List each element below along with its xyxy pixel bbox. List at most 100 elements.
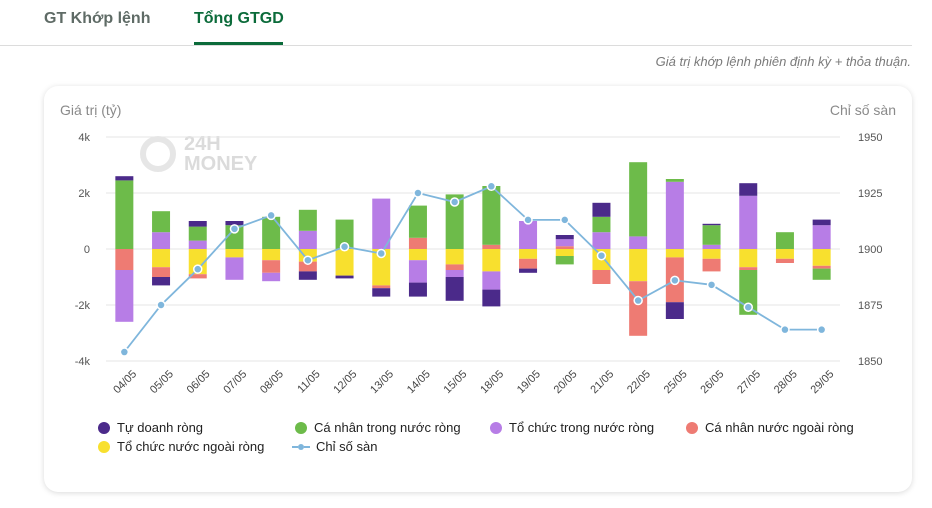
bar-to-chuc-trong-nuoc — [812, 225, 831, 249]
bar-ca-nhan-nuoc-ngoai — [519, 258, 538, 269]
bar-to-chuc-nuoc-ngoai — [665, 249, 684, 258]
bar-ca-nhan-nuoc-ngoai — [555, 246, 574, 249]
bar-to-chuc-trong-nuoc — [592, 232, 611, 249]
bar-ca-nhan-nuoc-ngoai — [408, 237, 427, 249]
bar-ca-nhan-trong-nuoc — [629, 162, 648, 237]
bar-to-chuc-trong-nuoc — [152, 232, 171, 249]
legend-label-chi-so-san: Chỉ số sàn — [316, 439, 378, 454]
bar-to-chuc-trong-nuoc — [519, 221, 538, 249]
combo-chart: 4k 2k 0 -2k -4k 1950 1925 1900 1875 1850 04/05 05/0… — [75, 132, 883, 396]
bar-tu-doanh — [445, 277, 464, 301]
bar-to-chuc-nuoc-ngoai — [519, 249, 538, 259]
bar-to-chuc-nuoc-ngoai — [482, 249, 501, 272]
legend-label-to-chuc-trong-nuoc: Tổ chức trong nước ròng — [509, 420, 655, 435]
index-point — [670, 275, 680, 286]
y-tick-right: 1950 — [858, 132, 882, 144]
bar-ca-nhan-nuoc-ngoai — [298, 261, 317, 272]
index-point — [633, 295, 643, 306]
index-point — [596, 250, 607, 261]
x-tick-label: 20/05 — [552, 368, 580, 396]
index-point — [303, 255, 313, 265]
bar-tu-doanh — [555, 235, 574, 240]
bar-ca-nhan-trong-nuoc — [152, 211, 171, 233]
x-tick-label: 07/05 — [221, 368, 249, 396]
bar-ca-nhan-trong-nuoc — [555, 256, 574, 265]
bar-to-chuc-trong-nuoc — [629, 236, 648, 249]
bar-ca-nhan-trong-nuoc — [775, 232, 794, 249]
bar-tu-doanh — [298, 271, 317, 280]
index-point — [560, 215, 570, 225]
legend-item-chi-so-san[interactable]: Chỉ số sàn — [292, 439, 377, 454]
bar-to-chuc-trong-nuoc — [298, 230, 317, 249]
bar-to-chuc-trong-nuoc — [408, 260, 427, 283]
bar-ca-nhan-trong-nuoc — [408, 205, 427, 238]
bar-tu-doanh — [188, 221, 207, 227]
bar-tu-doanh — [335, 275, 354, 279]
bar-ca-nhan-nuoc-ngoai — [739, 267, 758, 270]
legend-item-to-chuc-trong-nuoc[interactable]: Tổ chức trong nước ròng — [490, 420, 654, 435]
legend-label-ca-nhan-nuoc-ngoai: Cá nhân nước ngoài ròng — [705, 420, 854, 435]
bar-to-chuc-trong-nuoc — [555, 239, 574, 247]
bar-tu-doanh — [812, 219, 831, 226]
x-tick-label: 15/05 — [442, 368, 470, 396]
x-tick-label: 21/05 — [588, 368, 616, 396]
index-line — [123, 185, 822, 353]
bar-to-chuc-nuoc-ngoai — [372, 249, 391, 286]
bar-tu-doanh — [408, 282, 427, 297]
y-axis-left-title: Giá trị (tỷ) — [60, 102, 122, 118]
y-tick-right: 1875 — [858, 300, 882, 312]
bar-ca-nhan-trong-nuoc — [262, 216, 281, 249]
legend-swatch-to-chuc-nuoc-ngoai — [98, 440, 110, 453]
legend-item-tu-doanh[interactable]: Tự doanh ròng — [98, 420, 203, 435]
index-point — [193, 264, 203, 274]
chart-note: Giá trị khớp lệnh phiên định kỳ + thỏa t… — [655, 54, 911, 69]
watermark-icon — [140, 136, 176, 172]
bar-to-chuc-nuoc-ngoai — [739, 249, 758, 268]
legend-item-to-chuc-nuoc-ngoai[interactable]: Tổ chức nước ngoài ròng — [98, 439, 264, 454]
index-point — [266, 210, 276, 221]
bar-ca-nhan-trong-nuoc — [298, 209, 317, 231]
legend-label-to-chuc-nuoc-ngoai: Tổ chức nước ngoài ròng — [117, 439, 265, 454]
tab-bar: GT Khớp lệnh Tổng GTGD — [0, 0, 912, 46]
x-tick-label: 22/05 — [625, 368, 653, 396]
y-tick-right: 1850 — [858, 356, 882, 368]
bar-to-chuc-nuoc-ngoai — [152, 249, 171, 268]
bar-tu-doanh — [482, 289, 501, 307]
bar-to-chuc-trong-nuoc — [188, 240, 207, 249]
index-point — [156, 300, 166, 310]
x-tick-label: 11/05 — [295, 368, 322, 395]
index-point — [449, 197, 460, 207]
x-tick-label: 25/05 — [662, 368, 690, 396]
bar-ca-nhan-trong-nuoc — [665, 179, 684, 182]
bar-tu-doanh — [739, 183, 758, 196]
bar-to-chuc-nuoc-ngoai — [335, 249, 354, 276]
bar-to-chuc-nuoc-ngoai — [262, 249, 281, 261]
index-point — [229, 224, 240, 234]
index-point — [119, 347, 130, 357]
legend-swatch-tu-doanh — [98, 421, 110, 434]
legend-swatch-ca-nhan-nuoc-ngoai — [686, 421, 698, 434]
legend-item-ca-nhan-nuoc-ngoai[interactable]: Cá nhân nước ngoài ròng — [686, 420, 854, 435]
bar-ca-nhan-trong-nuoc — [225, 225, 244, 249]
tab-gt-khop-lenh[interactable]: GT Khớp lệnh — [44, 10, 151, 27]
watermark-line-2: MONEY — [184, 153, 258, 175]
x-tick-label: 19/05 — [515, 368, 543, 396]
index-point — [706, 280, 717, 290]
y-tick-right: 1900 — [858, 244, 882, 256]
tab-tong-gtgd[interactable]: Tổng GTGD — [194, 10, 284, 27]
bar-to-chuc-nuoc-ngoai — [775, 249, 794, 259]
bar-tu-doanh — [115, 176, 134, 181]
bar-ca-nhan-nuoc-ngoai — [775, 258, 794, 263]
x-tick-label: 08/05 — [258, 368, 286, 396]
bar-ca-nhan-trong-nuoc — [115, 180, 134, 249]
y-axis-right-title: Chỉ số sàn — [829, 102, 896, 118]
legend-item-ca-nhan-trong-nuoc[interactable]: Cá nhân trong nước ròng — [295, 420, 461, 435]
chart-card — [44, 86, 912, 492]
legend-swatch-ca-nhan-trong-nuoc — [295, 421, 307, 434]
bar-tu-doanh — [592, 202, 611, 217]
index-point — [376, 248, 386, 259]
bar-ca-nhan-nuoc-ngoai — [592, 270, 611, 284]
bar-ca-nhan-trong-nuoc — [482, 186, 501, 245]
bar-to-chuc-nuoc-ngoai — [445, 249, 464, 265]
index-point — [486, 181, 497, 192]
